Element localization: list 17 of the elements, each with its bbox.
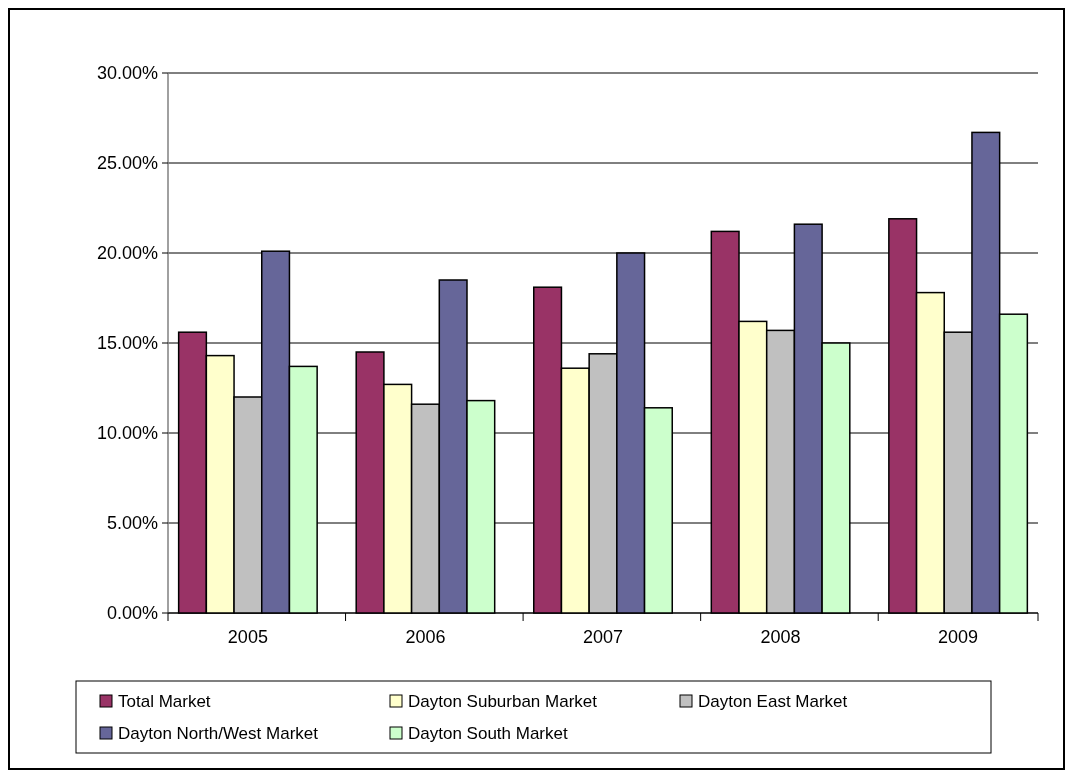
x-tick-label: 2006	[405, 627, 446, 647]
y-tick-label: 0.00%	[106, 603, 158, 624]
y-tick-label: 25.00%	[96, 153, 158, 174]
x-tick-label: 2009	[938, 627, 979, 647]
legend-label: Dayton Suburban Market	[408, 691, 598, 711]
y-tick-label: 30.00%	[96, 63, 158, 84]
y-tick-label: 20.00%	[96, 243, 158, 264]
x-tick-label: 2008	[760, 627, 801, 647]
legend-label: Dayton South Market	[408, 723, 568, 743]
legend-label: Dayton North/West Market	[118, 723, 319, 743]
y-tick-label: 5.00%	[106, 513, 158, 534]
legend-label: Dayton East Market	[698, 691, 848, 711]
legend-label: Total Market	[118, 691, 211, 711]
y-tick-label: 10.00%	[96, 423, 158, 444]
y-tick-label: 15.00%	[96, 333, 158, 354]
x-tick-label: 2007	[582, 627, 624, 647]
x-tick-label: 2005	[227, 627, 268, 647]
